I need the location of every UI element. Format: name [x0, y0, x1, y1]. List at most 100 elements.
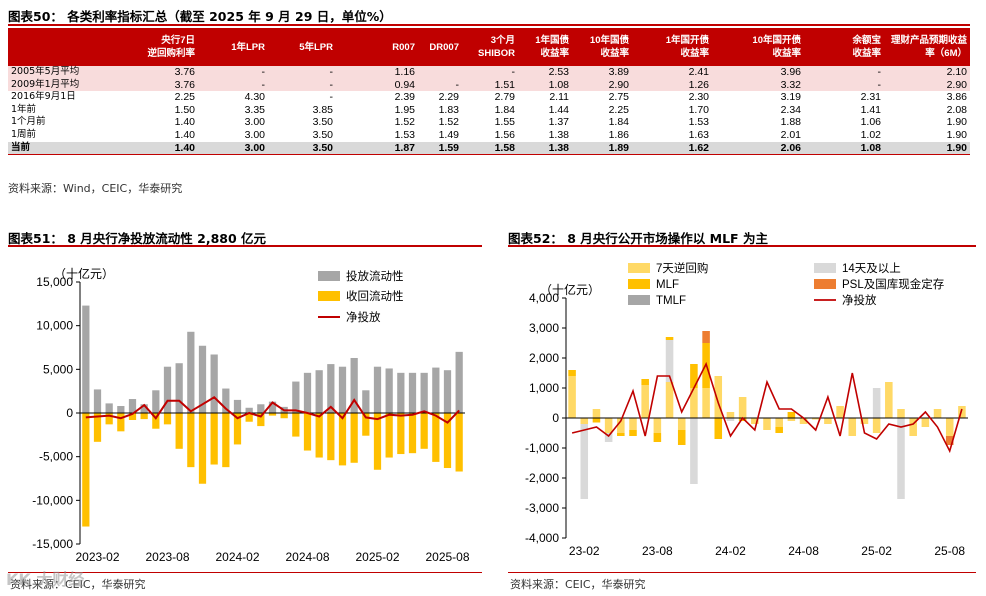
- table-cell: 1.02: [860, 128, 881, 141]
- bar-inject: [163, 366, 172, 413]
- y-tick-label: 1,000: [529, 381, 559, 395]
- row-label: 1年前: [11, 103, 37, 115]
- bar-rr7: [787, 418, 796, 421]
- rates-header-line1: 5年LPR: [299, 41, 333, 53]
- rates-header-line2: 收益率: [540, 48, 569, 59]
- table-cell: 1.50: [174, 103, 195, 116]
- bar-rr7: [726, 412, 735, 418]
- bar-rr7: [909, 418, 917, 436]
- y-tick-label: 2,000: [529, 351, 559, 365]
- bar-mlf: [617, 433, 625, 436]
- bar-inject: [117, 406, 125, 413]
- chart51: 15,000 10,000 5,000 0 -5,000 -10,000 -15,000 （十…: [32, 266, 470, 564]
- table-cell: 2.01: [780, 128, 801, 141]
- bar-withdraw: [152, 413, 160, 429]
- table-cell: 3.00: [244, 116, 265, 129]
- legend-label: 收回流动性: [346, 289, 404, 303]
- rates-header-3: 5年LPR: [268, 28, 336, 66]
- table-row: 1个月前 1.40 3.00 3.50 1.52 1.52 1.55 1.37 1.84 1.53…: [8, 116, 970, 129]
- bar-rr7: [665, 382, 674, 418]
- table-cell: 3.50: [312, 128, 333, 141]
- table-cell: 2.25: [608, 103, 629, 116]
- bar-withdraw: [327, 413, 335, 461]
- bar-inject: [362, 390, 370, 413]
- bar-withdraw: [420, 413, 428, 449]
- table-cell: 1.52: [394, 116, 415, 129]
- rates-header-line1: 1年国债: [535, 35, 569, 46]
- table50-title: 图表50： 各类利率指标汇总（截至 2025 年 9 月 29 日，单位%）: [8, 9, 392, 24]
- bar-mlf: [677, 430, 686, 445]
- bar-mlf: [592, 418, 601, 423]
- table-cell: -: [418, 78, 462, 92]
- table-cell: 1.53: [394, 128, 415, 141]
- rates-header-2: 1年LPR: [198, 28, 268, 66]
- table-cell: 1.06: [860, 116, 881, 129]
- table-cell: 2.08: [946, 103, 967, 116]
- table-cell: 1.08: [518, 78, 572, 92]
- bar-mlf: [665, 337, 674, 340]
- table-cell: 0.94: [336, 78, 418, 92]
- table-cell: 3.89: [572, 66, 632, 79]
- bar-rr7: [592, 409, 601, 418]
- bar-inject: [140, 404, 148, 413]
- rates-header-4: R007: [336, 28, 418, 66]
- bar-rr7: [702, 388, 710, 418]
- table-cell: 3.19: [780, 91, 801, 104]
- bar-withdraw: [82, 413, 90, 527]
- bar-inject: [292, 381, 300, 413]
- table-cell: 1.59: [418, 141, 462, 155]
- table-row: 2005年5月平均 3.76- -1.16-2.53 3.89 2.41 3.96-2.1…: [8, 66, 970, 79]
- bar-rr14: [872, 388, 881, 418]
- bar-mlf: [775, 427, 783, 433]
- x-tick-label: 2024-08: [285, 550, 329, 564]
- table-cell: 1.40: [174, 128, 195, 141]
- rates-header-line2: SHIBOR: [478, 48, 515, 59]
- rates-header-line2: 率（6M）: [925, 48, 967, 59]
- y-tick-label: -15,000: [32, 537, 73, 551]
- x-tick-label: 2023-02: [75, 550, 119, 564]
- table-cell: 2.30: [688, 91, 709, 104]
- table-cell: 1.58: [462, 141, 518, 155]
- table-cell: -: [329, 91, 334, 104]
- bar-inject: [408, 372, 417, 413]
- table-cell: 3.76: [120, 66, 198, 79]
- bar-rr14: [726, 418, 735, 421]
- bar-withdraw: [315, 413, 323, 458]
- legend-swatch-rr14: [814, 263, 836, 273]
- table-row: 当前 1.40 3.00 3.50 1.87 1.59 1.58 1.38 1.89 1.62 2.…: [8, 141, 970, 155]
- chart51-title: 图表51： 8 月央行净投放流动性 2,880 亿元: [8, 231, 267, 246]
- bar-mlf: [629, 430, 637, 436]
- bar-rr7: [641, 385, 649, 418]
- bar-withdraw: [432, 413, 440, 462]
- x-tick-label: 25-02: [861, 544, 892, 558]
- legend-swatch-tmlf: [628, 295, 650, 305]
- bar-inject: [350, 357, 358, 413]
- legend-label: 7天逆回购: [656, 261, 708, 275]
- table-cell: 1.41: [860, 103, 881, 116]
- table-cell: 2.79: [494, 91, 515, 104]
- bar-mlf: [787, 412, 796, 418]
- table-cell: 1.88: [780, 116, 801, 129]
- table-cell: -: [198, 66, 268, 79]
- table-cell: 1.55: [494, 116, 515, 129]
- bar-withdraw: [222, 413, 230, 468]
- legend-label: 净投放: [346, 310, 381, 324]
- bar-rr14: [897, 418, 905, 499]
- net-line: [571, 361, 963, 454]
- bar-withdraw: [105, 413, 113, 425]
- bar-rr7: [677, 418, 686, 430]
- chart52-source: 资料来源：CEIC，华泰研究: [510, 578, 646, 591]
- row-label: 2009年1月平均: [8, 78, 120, 92]
- rates-header-line1: 3个月: [490, 35, 515, 46]
- bar-rr14: [690, 418, 698, 484]
- y-tick-label: -1,000: [525, 441, 559, 455]
- bar-inject: [93, 389, 102, 413]
- table-cell: 1.51: [462, 78, 518, 92]
- table-cell: 3.76: [120, 78, 198, 92]
- table50-source: 资料来源：Wind，CEIC，华泰研究: [8, 182, 183, 195]
- legend-label: TMLF: [656, 295, 686, 307]
- table-cell: 2.39: [394, 91, 415, 104]
- table-cell: 3.32: [712, 78, 804, 92]
- y-tick-label: -10,000: [32, 493, 73, 507]
- table-cell: 2.75: [608, 91, 629, 104]
